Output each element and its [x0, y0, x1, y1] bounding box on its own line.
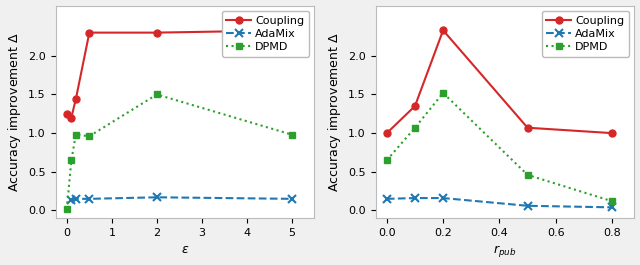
Coupling [153, 31, 161, 34]
X-axis label: $\varepsilon$: $\varepsilon$ [181, 244, 189, 257]
Coupling [72, 98, 80, 101]
DPMD [411, 126, 419, 129]
AdaMix [411, 196, 419, 200]
Y-axis label: Accuracy improvement $\Delta$: Accuracy improvement $\Delta$ [326, 32, 342, 192]
Coupling [86, 31, 93, 34]
DPMD [288, 133, 296, 136]
DPMD [439, 91, 447, 95]
Coupling [383, 131, 390, 135]
DPMD [72, 133, 80, 136]
AdaMix [524, 204, 531, 207]
X-axis label: $r_{pub}$: $r_{pub}$ [493, 244, 516, 259]
Y-axis label: Accuracy improvement $\Delta$: Accuracy improvement $\Delta$ [6, 32, 22, 192]
Line: DPMD: DPMD [384, 90, 614, 204]
AdaMix [72, 197, 80, 200]
AdaMix [86, 197, 93, 200]
Coupling [63, 112, 70, 115]
AdaMix [439, 196, 447, 200]
DPMD [383, 158, 390, 162]
Coupling [67, 116, 75, 119]
Line: Coupling: Coupling [383, 27, 616, 136]
Line: DPMD: DPMD [64, 92, 294, 212]
Line: AdaMix: AdaMix [67, 193, 296, 205]
AdaMix [153, 196, 161, 199]
AdaMix [608, 206, 616, 209]
Coupling [608, 131, 616, 135]
AdaMix [67, 199, 75, 202]
Line: AdaMix: AdaMix [383, 194, 616, 211]
Legend: Coupling, AdaMix, DPMD: Coupling, AdaMix, DPMD [542, 11, 629, 57]
DPMD [63, 207, 70, 210]
DPMD [608, 200, 616, 203]
DPMD [86, 135, 93, 138]
DPMD [524, 173, 531, 176]
AdaMix [383, 197, 390, 200]
DPMD [153, 93, 161, 96]
Coupling [524, 126, 531, 129]
Legend: Coupling, AdaMix, DPMD: Coupling, AdaMix, DPMD [222, 11, 309, 57]
Line: Coupling: Coupling [63, 27, 296, 121]
DPMD [67, 158, 75, 162]
Coupling [411, 104, 419, 108]
Coupling [288, 29, 296, 32]
Coupling [439, 29, 447, 32]
AdaMix [288, 197, 296, 200]
